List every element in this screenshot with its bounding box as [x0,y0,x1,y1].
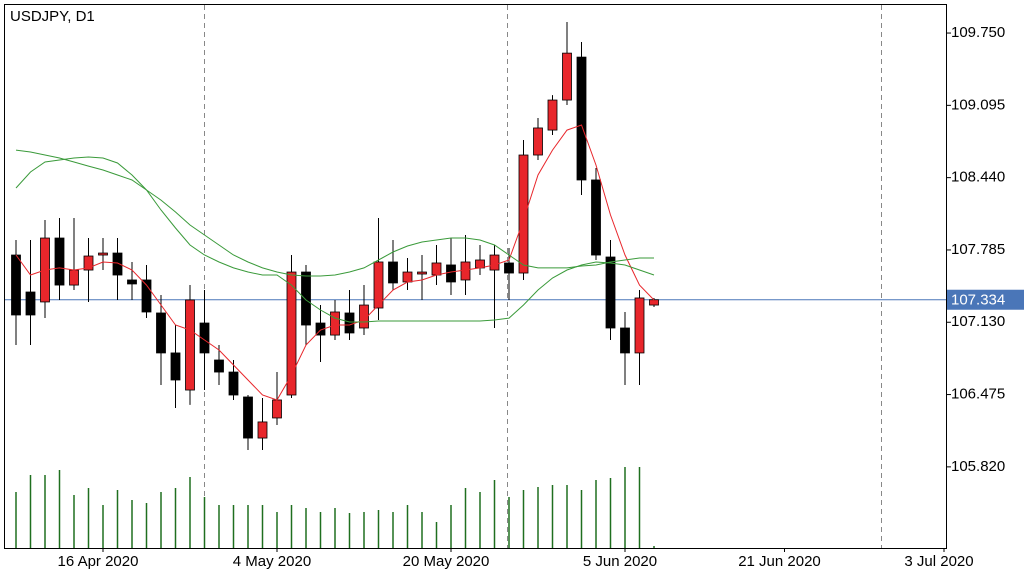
y-tick-label: 109.750 [951,24,1005,41]
candle-body [272,399,282,419]
plot [5,21,946,548]
candle-body [431,262,442,276]
candle-body [562,52,572,101]
y-tick-label: 107.785 [951,241,1005,258]
candle-body [518,154,529,274]
candle-body [620,327,630,354]
candle-body [417,271,427,275]
y-tick-label: 105.820 [951,458,1005,475]
candle-body [591,179,601,256]
candle-body [504,262,514,274]
y-tick-label: 107.130 [951,313,1005,330]
candle-body [301,271,311,326]
candle-body [330,311,340,336]
candle-body [25,291,36,316]
indicator-line [15,149,654,277]
candle-body [649,299,659,306]
candle-body [112,252,123,276]
x-tick-label: 4 May 2020 [233,553,311,570]
candle-body [257,421,268,439]
candle-body [185,299,195,391]
candle-body [344,312,355,334]
x-tick-label: 20 May 2020 [403,553,490,570]
candle-body [402,271,413,283]
candle-body [315,322,326,336]
candle-body [228,371,239,396]
candle-body [214,359,224,373]
candle-body [83,255,94,271]
plot-frame [4,4,947,549]
candle-body [373,261,384,309]
candle-body [388,261,398,284]
candle-body [243,396,253,439]
separators [204,5,882,548]
candle-body [576,56,587,181]
candle-body [54,237,65,286]
candle-body [199,322,210,354]
x-tick-label: 21 Jun 2020 [738,553,821,570]
candle-body [359,304,369,329]
candle-body [286,271,297,396]
y-tick-label: 109.095 [951,96,1005,113]
y-tick-label: 108.440 [951,169,1005,186]
candle-body [489,254,500,271]
candle-body [533,127,543,156]
candle-body [446,264,456,283]
chart-title: USDJPY, D1 [10,8,95,25]
candle-body [69,269,79,286]
candle-body [156,312,166,354]
candle-body [634,297,645,354]
x-tick-label: 3 Jul 2020 [904,553,973,570]
indicator-line [15,156,655,323]
candle-body [11,254,21,316]
candle-body [460,261,471,281]
candle-body [98,252,108,256]
candle-body [141,279,152,313]
candle-body [170,352,181,381]
candle-body [547,99,558,131]
last-price-box [947,289,1024,310]
x-tick-label: 16 Apr 2020 [58,553,139,570]
last-price-label: 107.334 [951,292,1005,309]
candle-body [605,256,616,329]
x-tick-label: 5 Jun 2020 [583,553,657,570]
candle-body [475,259,485,269]
y-tick-label: 106.475 [951,386,1005,403]
indicator-line [15,124,655,401]
candle-body [127,279,137,285]
